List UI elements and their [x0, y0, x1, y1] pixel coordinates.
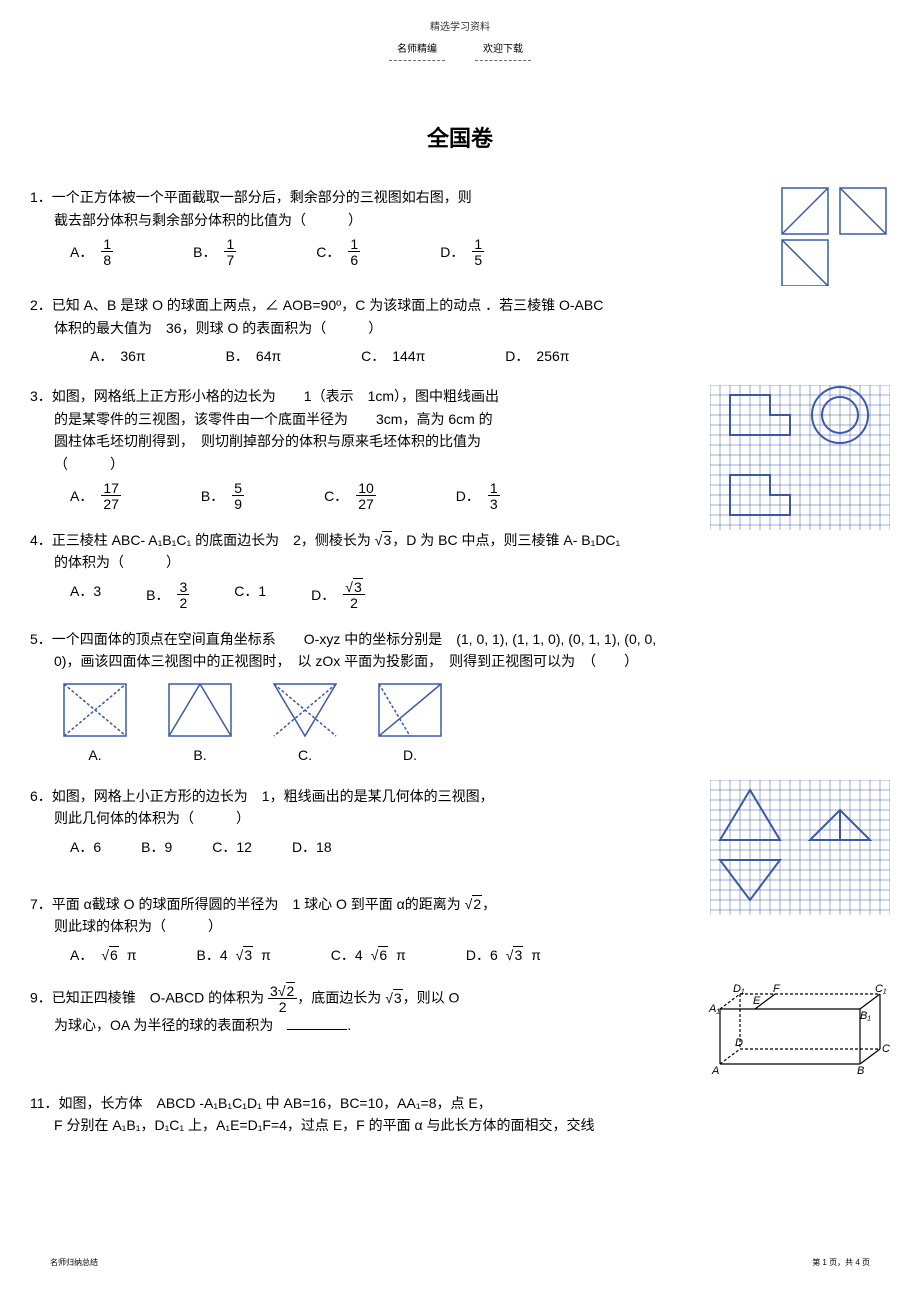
- q6-opt-a: A．6: [70, 836, 101, 858]
- q2-opt-a: A． 36π: [90, 345, 146, 367]
- q5-fig-c: C.: [270, 680, 340, 766]
- q3-opt-c: C．1027: [324, 481, 376, 511]
- q5-figs: A. B. C. D.: [30, 680, 890, 766]
- q1-opt-d: D．15: [440, 237, 484, 267]
- q2-opt-c: C． 144π: [361, 345, 425, 367]
- q4-opt-c: C．1: [234, 580, 266, 610]
- q3-opt-d: D．13: [456, 481, 500, 511]
- q2-opt-d: D． 256π: [505, 345, 569, 367]
- q2-stem1: 2．已知 A、B 是球 O 的球面上两点，∠ AOB=90º，C 为该球面上的动…: [30, 294, 890, 316]
- q4-opt-b: B．32: [146, 580, 189, 610]
- svg-text:A₁: A₁: [708, 1003, 720, 1015]
- svg-text:B: B: [857, 1065, 864, 1077]
- q1-opt-b: B．17: [193, 237, 236, 267]
- q6-opt-d: D．18: [292, 836, 332, 858]
- q7-stem1: 7．平面 α截球 O 的球面所得圆的半径为 1 球心 O 到平面 α的距离为 2…: [30, 893, 700, 915]
- q4-opt-a: A．3: [70, 580, 101, 610]
- q4-stem1: 4．正三棱柱 ABC- A₁B₁C₁ 的底面边长为 2，侧棱长为 3，D 为 B…: [30, 529, 890, 551]
- q4-opt-d: D．32: [311, 580, 365, 610]
- svg-text:C₁: C₁: [875, 984, 887, 995]
- q4-opts: A．3 B．32 C．1 D．32: [30, 580, 890, 610]
- svg-text:A: A: [711, 1065, 719, 1077]
- q9-stem2: 为球心，OA 为半径的球的表面积为 .: [30, 1014, 700, 1036]
- q2-stem2: 体积的最大值为 36，则球 O 的表面积为（ ）: [30, 317, 890, 339]
- header-top: 精选学习资料: [30, 20, 890, 36]
- svg-text:B₁: B₁: [860, 1010, 871, 1022]
- blank-fill: [287, 1029, 347, 1030]
- q2-opts: A． 36π B． 64π C． 144π D． 256π: [30, 345, 890, 367]
- q1-figure: [780, 186, 890, 292]
- question-3: 3．如图，网格纸上正方形小格的边长为 1（表示 1cm），图中粗线画出 的是某零…: [30, 385, 890, 511]
- footer-left: 名师归纳总结: [50, 1257, 98, 1270]
- svg-text:C: C: [882, 1043, 890, 1055]
- q3-opt-a: A．1727: [70, 481, 121, 511]
- q1-opts: A．18 B．17 C．16 D．15: [30, 237, 700, 267]
- q5-fig-d: D.: [375, 680, 445, 766]
- q5-fig-a: A.: [60, 680, 130, 766]
- question-2: 2．已知 A、B 是球 O 的球面上两点，∠ AOB=90º，C 为该球面上的动…: [30, 294, 890, 367]
- svg-text:F: F: [773, 984, 781, 995]
- q11-stem2: F 分别在 A₁B₁，D₁C₁ 上，A₁E=D₁F=4，过点 E，F 的平面 α…: [30, 1114, 890, 1136]
- q2-opt-b: B． 64π: [226, 345, 282, 367]
- q3-stem1: 3．如图，网格纸上正方形小格的边长为 1（表示 1cm），图中粗线画出: [30, 385, 700, 407]
- q5-stem1: 5．一个四面体的顶点在空间直角坐标系 O-xyz 中的坐标分别是 (1, 0, …: [30, 628, 890, 650]
- q11-stem1: 11．如图，长方体 ABCD -A₁B₁C₁D₁ 中 AB=16，BC=10，A…: [30, 1092, 890, 1114]
- header-underline: 名师精编 欢迎下载: [30, 42, 890, 61]
- question-11: 11．如图，长方体 ABCD -A₁B₁C₁D₁ 中 AB=16，BC=10，A…: [30, 1092, 890, 1137]
- q1-stem2: 截去部分体积与剩余部分体积的比值为（ ）: [30, 209, 700, 231]
- q5-fig-b: B.: [165, 680, 235, 766]
- svg-text:D₁: D₁: [733, 984, 745, 995]
- q7-stem2: 则此球的体积为（ ）: [30, 915, 700, 937]
- q7-opt-a: A．6 π: [70, 944, 137, 966]
- q6-stem1: 6．如图，网格上小正方形的边长为 1，粗线画出的是某几何体的三视图，: [30, 785, 700, 807]
- page-title: 全国卷: [30, 121, 890, 156]
- q7-opt-b: B．43 π: [197, 944, 271, 966]
- q5-stem2: 0)，画该四面体三视图中的正视图时， 以 zOx 平面为投影面， 则得到正视图可…: [30, 650, 890, 672]
- q3-opts: A．1727 B．59 C．1027 D．13: [30, 481, 700, 511]
- question-5: 5．一个四面体的顶点在空间直角坐标系 O-xyz 中的坐标分别是 (1, 0, …: [30, 628, 890, 767]
- question-7: 7．平面 α截球 O 的球面所得圆的半径为 1 球心 O 到平面 α的距离为 2…: [30, 893, 890, 966]
- q1-stem1: 1．一个正方体被一个平面截取一部分后，剩余部分的三视图如右图，则: [30, 186, 700, 208]
- q7-opts: A．6 π B．43 π C．46 π D．63 π: [30, 944, 700, 966]
- header-left: 名师精编: [389, 42, 445, 61]
- q3-opt-b: B．59: [201, 481, 244, 511]
- question-4: 4．正三棱柱 ABC- A₁B₁C₁ 的底面边长为 2，侧棱长为 3，D 为 B…: [30, 529, 890, 610]
- svg-text:D: D: [735, 1037, 743, 1049]
- question-9: 9．已知正四棱锥 O-ABCD 的体积为 322，底面边长为 3，则以 O 为球…: [30, 984, 890, 1074]
- footer-right: 第 1 页，共 4 页: [812, 1257, 870, 1270]
- q7-opt-d: D．63 π: [466, 944, 541, 966]
- svg-text:E: E: [753, 995, 761, 1007]
- q6-opt-b: B．9: [141, 836, 172, 858]
- q9-stem1: 9．已知正四棱锥 O-ABCD 的体积为 322，底面边长为 3，则以 O: [30, 984, 700, 1014]
- question-1: 1．一个正方体被一个平面截取一部分后，剩余部分的三视图如右图，则 截去部分体积与…: [30, 186, 890, 276]
- q6-opts: A．6 B．9 C．12 D．18: [30, 836, 700, 858]
- q3-stem4: （ ）: [30, 453, 700, 475]
- q6-stem2: 则此几何体的体积为（ ）: [30, 807, 700, 829]
- q4-stem2: 的体积为（ ）: [30, 551, 890, 573]
- q1-opt-c: C．16: [316, 237, 360, 267]
- q6-opt-c: C．12: [212, 836, 252, 858]
- header-right: 欢迎下载: [475, 42, 531, 61]
- q3-stem2: 的是某零件的三视图，该零件由一个底面半径为 3cm，高为 6cm 的: [30, 408, 700, 430]
- q7-opt-c: C．46 π: [331, 944, 406, 966]
- q1-opt-a: A．18: [70, 237, 113, 267]
- question-6: 6．如图，网格上小正方形的边长为 1，粗线画出的是某几何体的三视图， 则此几何体…: [30, 785, 890, 875]
- q9-figure: D₁ C₁ A₁ B₁ E F D C A B: [705, 984, 890, 1085]
- q3-figure: [710, 385, 890, 536]
- q3-stem3: 圆柱体毛坯切削得到， 则切削掉部分的体积与原来毛坯体积的比值为: [30, 430, 700, 452]
